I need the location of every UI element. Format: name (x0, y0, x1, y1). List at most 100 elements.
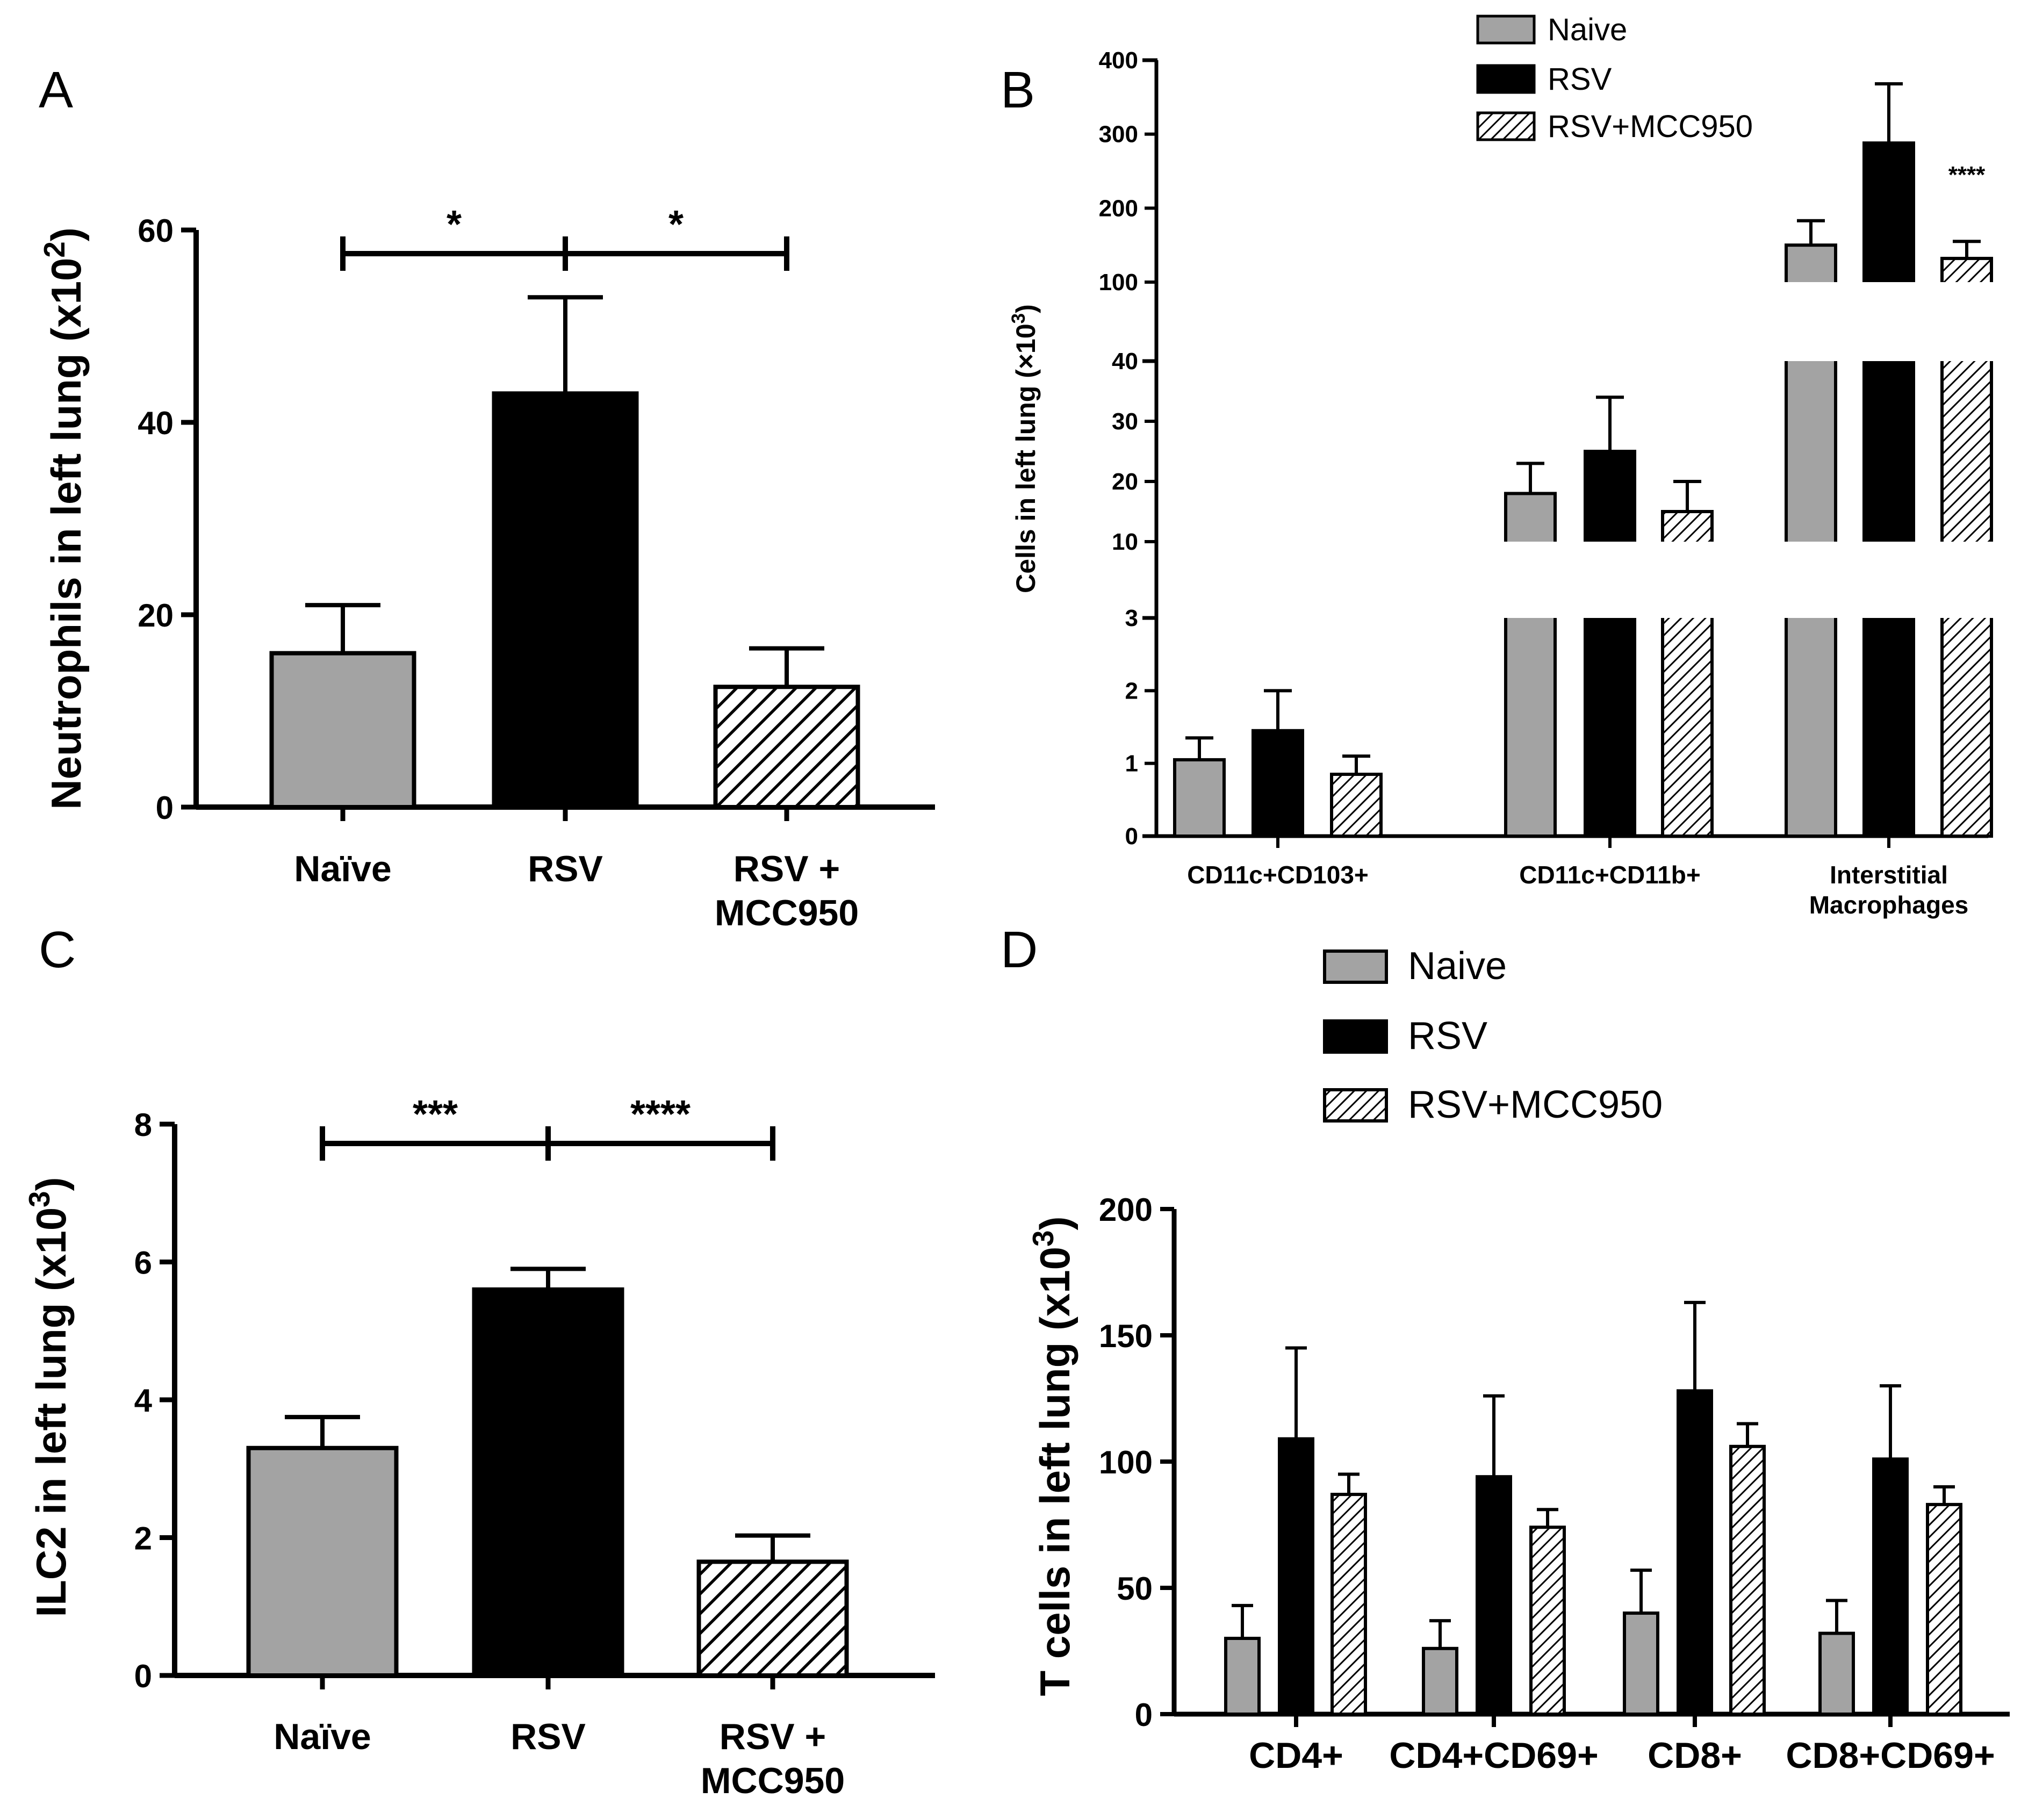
y-tick-label: 40 (138, 405, 174, 441)
x-tick-label: MCC950 (715, 893, 859, 933)
bar-break-gap (1502, 542, 1558, 618)
panel-a-chart: 0 20 40 60 Naïve RSV RSV +MCC950 * * Neutrophils … (38, 203, 935, 933)
y-tick-label: 0 (1125, 823, 1138, 850)
x-tick-label: Naïve (294, 848, 391, 889)
legend-swatch (1476, 111, 1536, 141)
x-tick-label: RSV (510, 1716, 586, 1757)
bar (1330, 1493, 1367, 1716)
y-tick-label: 1 (1125, 751, 1138, 777)
bar (269, 651, 416, 809)
x-tick-label: RSV + (720, 1716, 826, 1757)
bar-break-gap (1783, 282, 1839, 361)
panel-letter-c: C (39, 921, 76, 979)
bar (1872, 1457, 1909, 1716)
y-axis-label: Neutrophils in left lung (x102) (38, 227, 90, 809)
y-tick-label: 300 (1099, 121, 1138, 148)
legend-swatch (1476, 64, 1536, 94)
bar (1623, 1612, 1659, 1716)
bar-break-gap (1939, 282, 1995, 361)
legend-label: RSV+MCC950 (1408, 1083, 1663, 1126)
bar (1422, 1646, 1458, 1716)
x-tick-label: MCC950 (701, 1760, 845, 1801)
panel-letter-b: B (1001, 61, 1035, 119)
x-tick-label: CD4+CD69+ (1389, 1735, 1598, 1776)
legend-swatch (1323, 1019, 1388, 1054)
y-tick-label: 200 (1099, 1192, 1153, 1228)
x-tick-label: RSV + (733, 848, 840, 889)
significance-label: **** (630, 1093, 691, 1136)
y-tick-label: 150 (1099, 1318, 1153, 1354)
x-tick-label: Interstitial (1830, 861, 1948, 889)
x-tick-label: CD4+ (1249, 1735, 1343, 1776)
y-tick-label: 50 (1117, 1571, 1153, 1607)
bar (1252, 729, 1304, 838)
y-tick-label: 2 (134, 1521, 152, 1557)
x-tick-label: CD8+ (1648, 1735, 1742, 1776)
y-tick-label: 8 (134, 1107, 152, 1143)
significance-label: *** (413, 1093, 458, 1136)
legend-label: Naive (1408, 945, 1507, 988)
bar-break-gap (1659, 542, 1715, 618)
bar (696, 1559, 849, 1678)
bar (246, 1445, 399, 1678)
y-tick-label: 60 (138, 213, 174, 249)
y-axis-label: Cells in left lung (×103) (1008, 304, 1041, 593)
bar (1926, 1502, 1962, 1716)
y-tick-label: 100 (1099, 269, 1138, 296)
y-tick-label: 20 (1112, 469, 1138, 495)
y-tick-label: 40 (1112, 348, 1138, 375)
bar-break-gap (1939, 542, 1995, 618)
panel-b-chart: 0 1 2 3 10 20 30 40 100 200 300 400 CD11c+CD103+ CD11… (1008, 12, 1995, 919)
legend-swatch (1323, 1088, 1388, 1123)
x-tick-label: Naïve (274, 1716, 371, 1757)
y-tick-label: 6 (134, 1245, 152, 1281)
x-tick-label: RSV (528, 848, 603, 889)
y-axis-label: ILC2 in left lung (x103) (23, 1177, 75, 1617)
legend-label: Naive (1548, 12, 1627, 47)
y-tick-label: 4 (134, 1383, 153, 1419)
bar (1862, 141, 1915, 838)
bar (472, 1287, 624, 1678)
x-tick-label: CD11c+CD11b+ (1519, 861, 1701, 889)
y-tick-label: 0 (134, 1658, 152, 1694)
x-tick-label: CD8+CD69+ (1786, 1735, 1995, 1776)
panel-letter-a: A (39, 61, 73, 119)
y-tick-label: 0 (1135, 1697, 1153, 1733)
bar (713, 685, 860, 809)
significance-label: * (668, 203, 684, 246)
panel-letter-d: D (1001, 921, 1038, 979)
y-tick-label: 10 (1112, 529, 1138, 555)
x-tick-label: CD11c+CD103+ (1187, 861, 1369, 889)
bar (1529, 1526, 1566, 1716)
y-tick-label: 400 (1099, 47, 1138, 74)
y-tick-label: 3 (1125, 605, 1138, 631)
y-tick-label: 2 (1125, 678, 1138, 704)
bar (1330, 772, 1383, 838)
bar-break-gap (1582, 542, 1638, 618)
x-tick-label: Macrophages (1809, 891, 1969, 919)
bar-break-gap (1783, 542, 1839, 618)
bar (492, 391, 639, 809)
y-axis-label: T cells in left lung (x103) (1027, 1217, 1079, 1696)
bar (1476, 1475, 1512, 1716)
bar (1584, 450, 1636, 838)
significance-label: * (447, 203, 462, 246)
legend-swatch (1476, 15, 1536, 45)
y-tick-label: 20 (138, 598, 174, 634)
significance-label: **** (1948, 162, 1986, 188)
bar (1729, 1444, 1766, 1716)
bar-break-gap (1861, 542, 1917, 618)
y-tick-label: 100 (1099, 1444, 1153, 1480)
y-tick-label: 30 (1112, 408, 1138, 435)
bar-break-gap (1861, 282, 1917, 361)
legend-label: RSV (1548, 62, 1612, 97)
y-tick-label: 0 (156, 790, 174, 826)
bar (1818, 1631, 1855, 1716)
legend-label: RSV+MCC950 (1548, 109, 1753, 144)
bar (1677, 1389, 1713, 1716)
y-tick-label: 200 (1099, 195, 1138, 221)
legend-swatch (1323, 949, 1388, 984)
bar (1173, 758, 1226, 838)
